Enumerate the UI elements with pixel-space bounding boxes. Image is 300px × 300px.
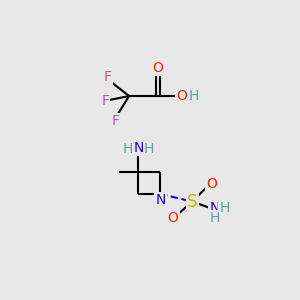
- Text: N: N: [155, 193, 166, 207]
- Text: N: N: [133, 141, 143, 155]
- Text: N: N: [209, 201, 220, 215]
- Text: F: F: [103, 70, 112, 84]
- Text: O: O: [168, 211, 178, 225]
- Text: O: O: [206, 177, 217, 191]
- Text: O: O: [152, 61, 163, 75]
- Text: H: H: [219, 201, 230, 215]
- Text: H: H: [122, 142, 133, 156]
- Text: S: S: [187, 193, 197, 211]
- Text: F: F: [101, 94, 109, 108]
- Text: O: O: [176, 89, 187, 103]
- Text: F: F: [112, 115, 120, 128]
- Text: H: H: [189, 89, 199, 103]
- Text: H: H: [209, 211, 220, 225]
- Text: H: H: [144, 142, 154, 156]
